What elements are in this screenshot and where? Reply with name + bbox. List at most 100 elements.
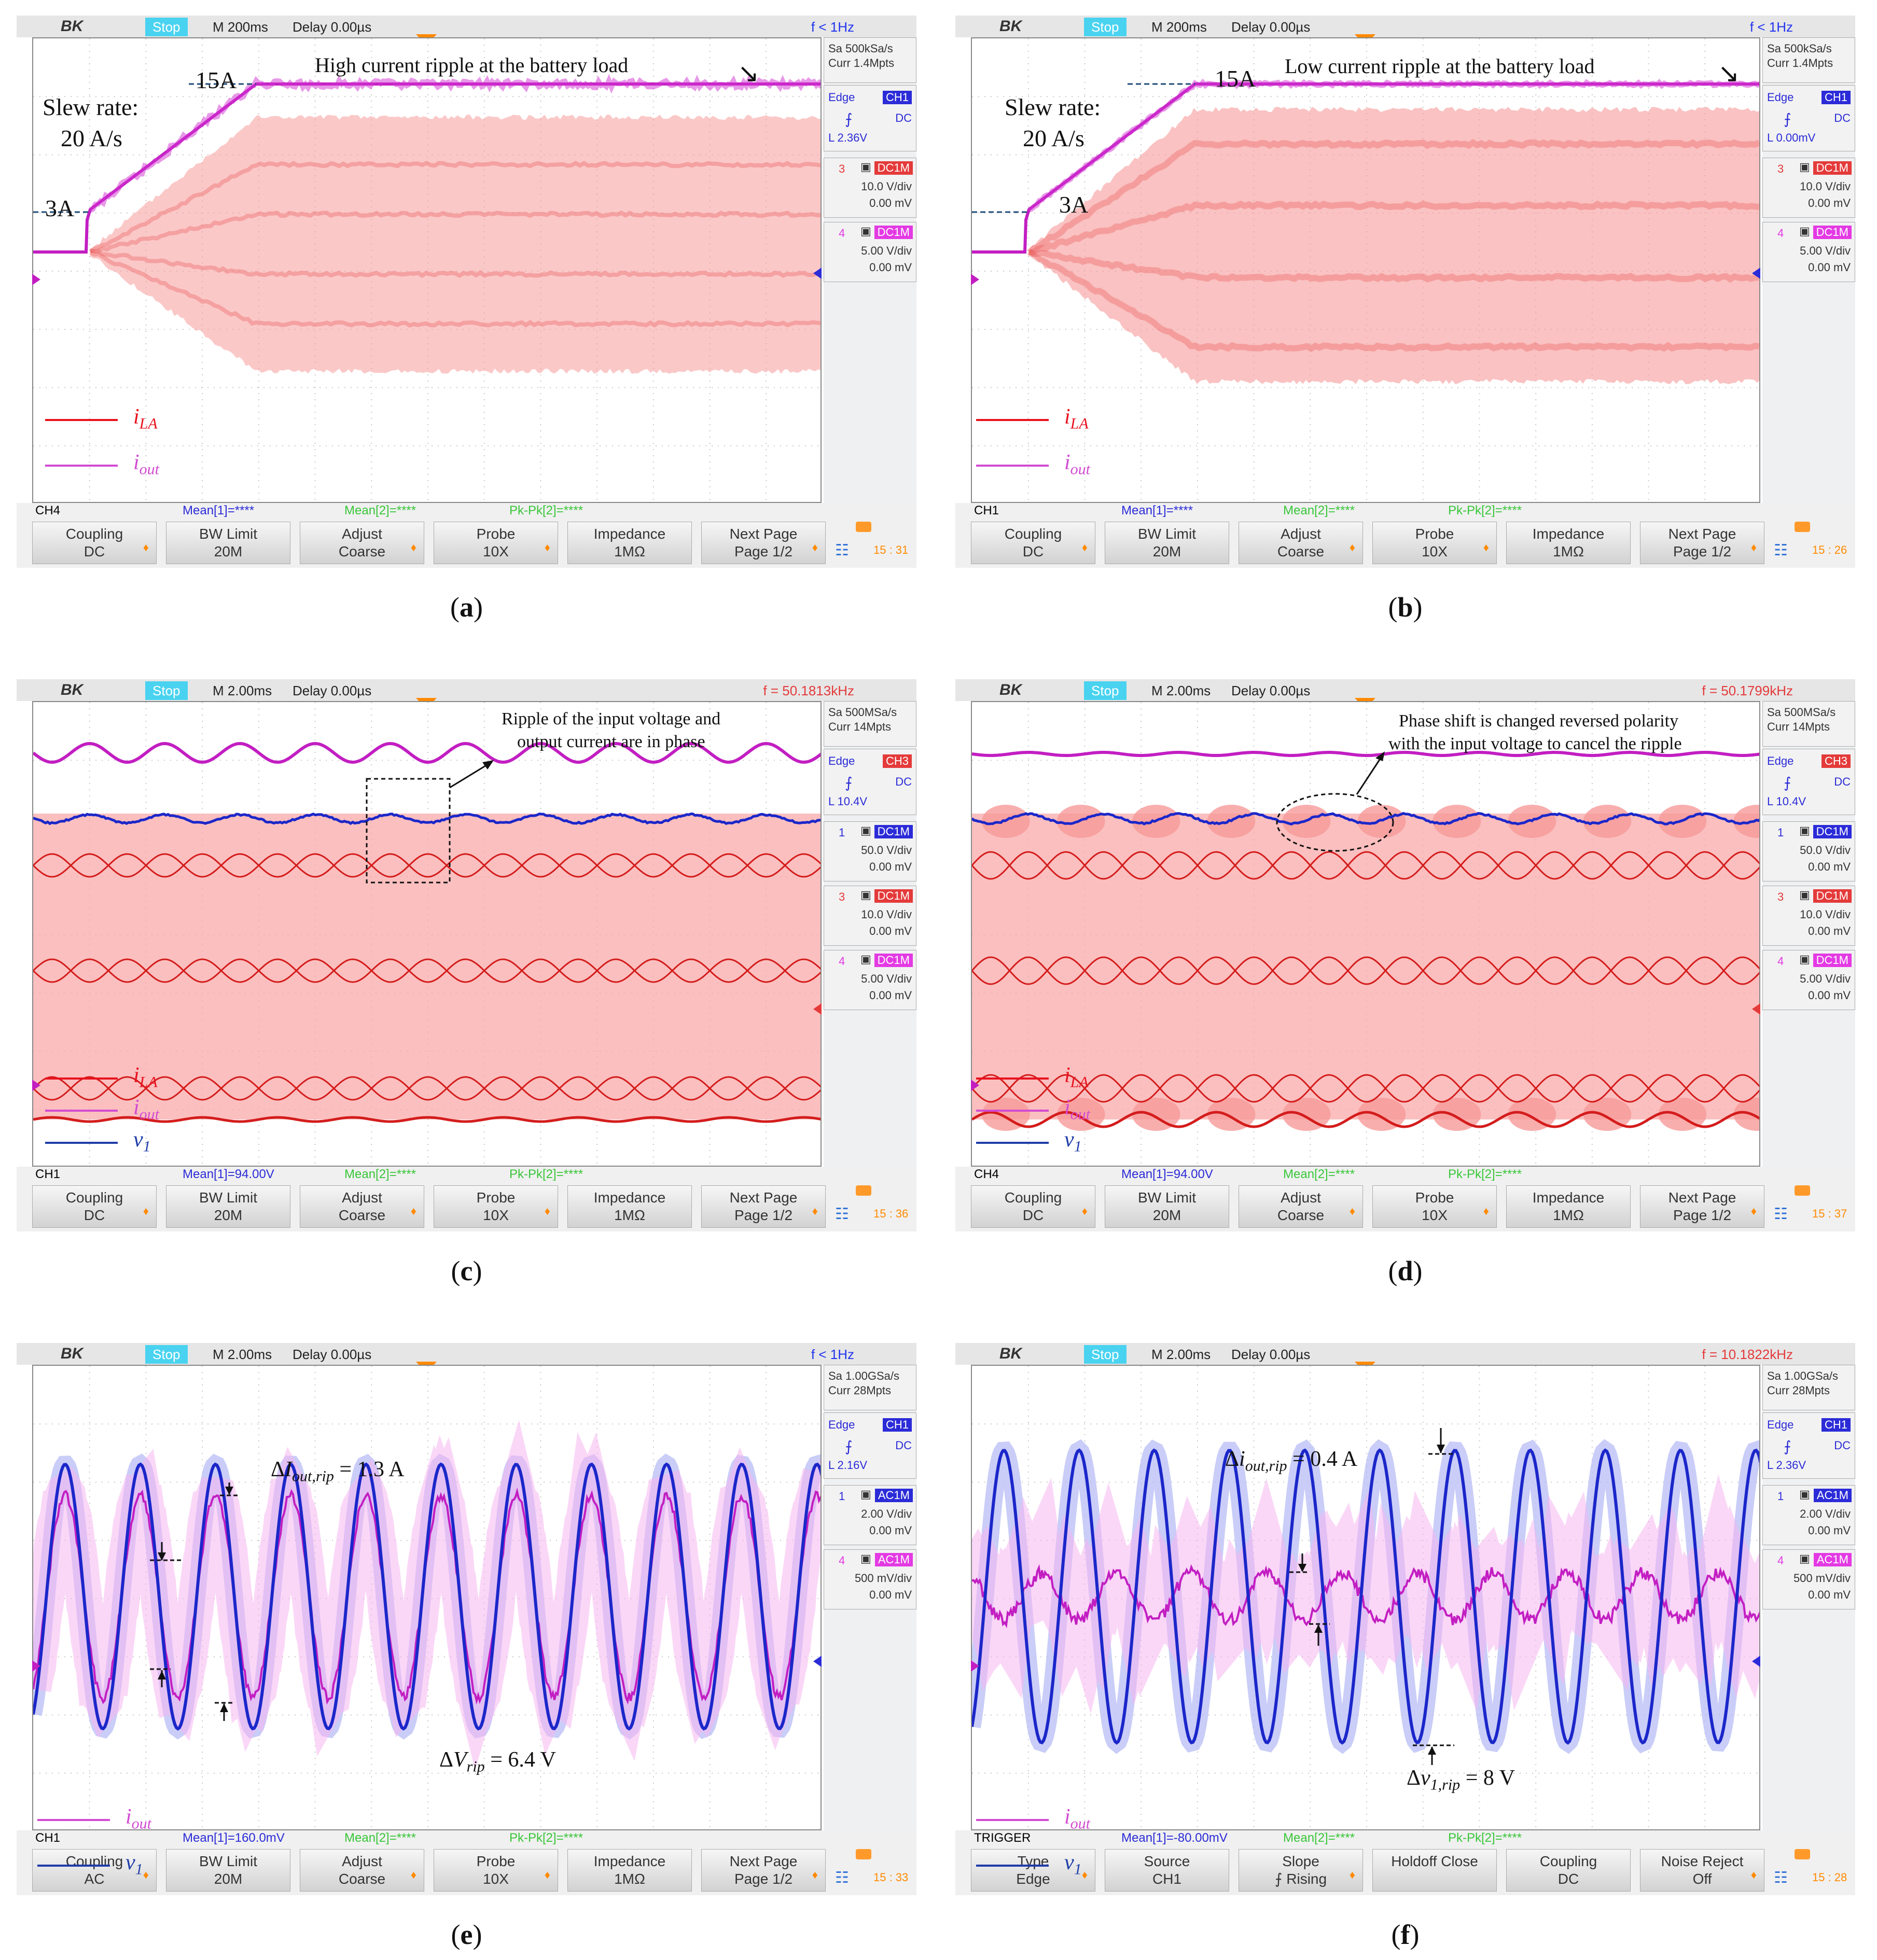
softkey-4[interactable]: Probe 10X ♦ (434, 1849, 558, 1892)
softkey-2[interactable]: BW Limit 20M (166, 522, 290, 564)
usb-icon (1795, 1185, 1810, 1196)
channel-ground-marker-left (32, 1660, 40, 1672)
trigger-level: L 2.36V (828, 131, 868, 144)
legend-symbol: i (133, 405, 140, 429)
softkey-title: Coupling (65, 526, 123, 542)
softkey-6[interactable]: Next Page Page 1/2 ♦ (701, 522, 826, 564)
channel-box-1[interactable]: 1 ▣ DC1M 50.0 V/div 0.00 mV (1762, 821, 1855, 881)
delta-symbol: Δ (1407, 1766, 1421, 1790)
sample-rate: Sa 1.00GSa/s (828, 1369, 899, 1382)
channel-box-3[interactable]: 3 ▣ DC1M 10.0 V/div 0.00 mV (1762, 158, 1855, 218)
channel-box-3[interactable]: 3 ▣ DC1M 10.0 V/div 0.00 mV (1762, 886, 1855, 946)
softkey-2[interactable]: BW Limit 20M (166, 1185, 290, 1228)
softkey-value: DC (84, 1207, 105, 1223)
channel-box-4[interactable]: 4 ▣ AC1M 500 mV/div 0.00 mV (1762, 1549, 1855, 1609)
trigger-level-marker (1752, 1003, 1760, 1015)
softkey-2[interactable]: BW Limit 20M (1105, 522, 1229, 564)
channel-box-4[interactable]: 4 ▣ DC1M 5.00 V/div 0.00 mV (1762, 950, 1855, 1010)
acquisition-box: Sa 500kSa/s Curr 1.4Mpts (824, 37, 916, 83)
softkey-3[interactable]: Adjust Coarse ♦ (300, 522, 424, 564)
softkey-3[interactable]: Adjust Coarse ♦ (1239, 522, 1363, 564)
iout-noise (1028, 78, 1759, 213)
softkey-6[interactable]: Next Page Page 1/2 ♦ (701, 1849, 826, 1892)
run-state-badge: Stop (145, 681, 188, 700)
softkey-5[interactable]: Impedance 1MΩ (1506, 522, 1631, 564)
trigger-box[interactable]: Edge CH1 ⨍ DC L 2.16V (824, 1412, 916, 1479)
legend-line (976, 1077, 1049, 1080)
channel-number: 1 (1777, 826, 1784, 839)
volts-per-div: 10.0 V/div (861, 908, 912, 921)
softkey-1[interactable]: Coupling DC ♦ (971, 522, 1095, 564)
softkey-value: 10X (1422, 1207, 1448, 1223)
softkey-1[interactable]: Coupling DC ♦ (32, 1185, 157, 1228)
softkey-5[interactable]: Impedance 1MΩ (567, 1185, 692, 1228)
softkey-6[interactable]: Noise Reject Off ♦ (1640, 1849, 1764, 1892)
delay-readout: Delay 0.00µs (293, 1347, 372, 1362)
softkey-6[interactable]: Next Page Page 1/2 ♦ (1640, 522, 1764, 564)
menu-arrow-icon: ♦ (1750, 541, 1757, 554)
channel-box-4[interactable]: 4 ▣ AC1M 500 mV/div 0.00 mV (824, 1549, 916, 1609)
softkey-6[interactable]: Next Page Page 1/2 ♦ (1640, 1185, 1764, 1228)
channel-box-1[interactable]: 1 ▣ AC1M 2.00 V/div 0.00 mV (1762, 1485, 1855, 1545)
iout-trace (972, 1564, 1759, 1628)
quantity-value: = 6.4 V (484, 1748, 556, 1772)
trigger-box[interactable]: Edge CH1 ⨍ DC L 0.00mV (1762, 85, 1855, 151)
softkey-5[interactable]: Impedance 1MΩ (1506, 1185, 1631, 1228)
softkey-4[interactable]: Probe 10X ♦ (1372, 522, 1497, 564)
legend-line (976, 419, 1049, 421)
softkey-5[interactable]: Impedance 1MΩ (567, 522, 692, 564)
softkey-1[interactable]: Coupling DC ♦ (32, 522, 157, 564)
softkey-5[interactable]: Impedance 1MΩ (567, 1849, 692, 1892)
dv-arrow-bottom-head (1428, 1746, 1436, 1755)
softkey-value: 1MΩ (1553, 543, 1584, 559)
legend-line (976, 1142, 1049, 1144)
run-state-badge: Stop (1084, 1345, 1127, 1364)
caption-letter: f (1400, 1919, 1410, 1950)
ila-band-0 (89, 160, 821, 253)
softkey-5[interactable]: Coupling DC (1506, 1849, 1631, 1892)
softkey-4[interactable]: Probe 10X ♦ (434, 522, 558, 564)
trigger-level: L 10.4V (1767, 795, 1806, 808)
channel-icon: ▣ (860, 888, 871, 901)
v1-trace (972, 1448, 1759, 1745)
network-icon: ☷ (1774, 1869, 1788, 1886)
softkey-6[interactable]: Next Page Page 1/2 ♦ (701, 1185, 826, 1228)
softkey-4[interactable]: Probe 10X ♦ (434, 1185, 558, 1228)
channel-box-1[interactable]: 1 ▣ DC1M 50.0 V/div 0.00 mV (824, 821, 916, 881)
softkey-2[interactable]: BW Limit 20M (166, 1849, 290, 1892)
softkey-3[interactable]: Adjust Coarse ♦ (300, 1849, 424, 1892)
channel-number: 3 (839, 890, 845, 903)
trigger-box[interactable]: Edge CH1 ⨍ DC L 2.36V (824, 85, 916, 151)
softkey-1[interactable]: Coupling DC ♦ (971, 1185, 1095, 1228)
softkey-4[interactable]: Probe 10X ♦ (1372, 1185, 1497, 1228)
channel-box-4[interactable]: 4 ▣ DC1M 5.00 V/div 0.00 mV (1762, 222, 1855, 282)
channel-box-4[interactable]: 4 ▣ DC1M 5.00 V/div 0.00 mV (824, 950, 916, 1010)
softkey-1[interactable]: Type Edge ♦ (971, 1849, 1095, 1892)
quantity-subscript: out,rip (292, 1467, 334, 1485)
trigger-box[interactable]: Edge CH3 ⨍ DC L 10.4V (824, 749, 916, 815)
softkey-2[interactable]: BW Limit 20M (1105, 1185, 1229, 1228)
ila-lobe-a0 (972, 851, 1759, 880)
menu-arrow-icon: ♦ (410, 1868, 416, 1881)
softkey-value: Coarse (338, 1207, 386, 1223)
channel-icon: ▣ (860, 160, 871, 173)
trigger-box[interactable]: Edge CH1 ⨍ DC L 2.36V (1762, 1412, 1855, 1479)
softkey-3[interactable]: Slope ⨍ Rising ♦ (1239, 1849, 1363, 1892)
softkey-4[interactable]: Holdoff Close (1372, 1849, 1497, 1892)
ila-bump-bottom (1733, 1098, 1759, 1131)
channel-box-3[interactable]: 3 ▣ DC1M 10.0 V/div 0.00 mV (824, 886, 916, 946)
softkey-3[interactable]: Adjust Coarse ♦ (300, 1185, 424, 1228)
legend-line (45, 1142, 118, 1144)
pkpk-readout: Pk-Pk[2]=**** (1448, 1167, 1522, 1181)
legend-symbol: v (1064, 1851, 1074, 1874)
arrow-head (1375, 751, 1385, 761)
channel-box-3[interactable]: 3 ▣ DC1M 10.0 V/div 0.00 mV (824, 158, 916, 218)
note-arrow: ↘ (738, 59, 759, 88)
softkey-2[interactable]: Source CH1 (1105, 1849, 1229, 1892)
softkey-3[interactable]: Adjust Coarse ♦ (1239, 1185, 1363, 1228)
trigger-box[interactable]: Edge CH3 ⨍ DC L 10.4V (1762, 749, 1855, 815)
channel-box-1[interactable]: 1 ▣ AC1M 2.00 V/div 0.00 mV (824, 1485, 916, 1545)
channel-box-4[interactable]: 4 ▣ DC1M 5.00 V/div 0.00 mV (824, 222, 916, 282)
timebase-readout: M 2.00ms (1151, 1347, 1211, 1362)
menu-arrow-icon: ♦ (143, 1868, 149, 1881)
